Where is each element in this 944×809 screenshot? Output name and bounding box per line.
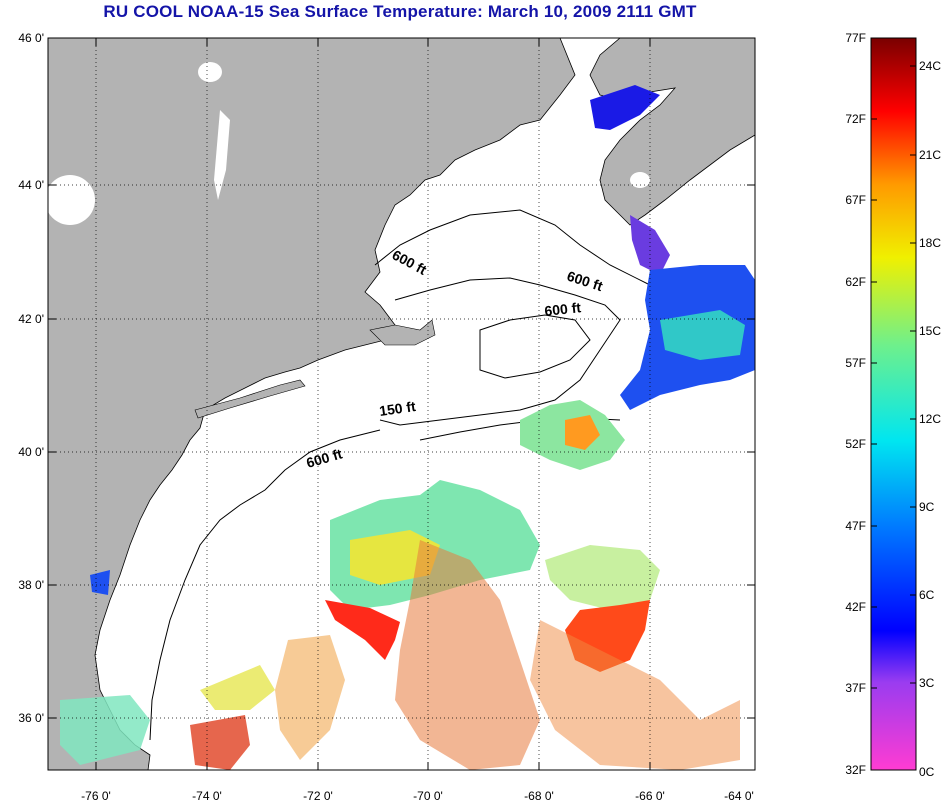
lat-tick-label: 38 0' bbox=[18, 578, 44, 592]
lat-tick-label: 46 0' bbox=[18, 31, 44, 45]
colorbar bbox=[870, 37, 917, 771]
colorbar-ticks bbox=[871, 65, 916, 689]
colorbar-c-label: 24C bbox=[919, 59, 941, 73]
contour-label: 150 ft bbox=[378, 398, 417, 419]
colorbar-f-label: 32F bbox=[845, 763, 866, 777]
lake bbox=[198, 62, 222, 82]
frame-ticks bbox=[48, 38, 755, 770]
sst-patch bbox=[660, 310, 745, 360]
sst-patch bbox=[190, 715, 250, 770]
colorbar-c-label: 6C bbox=[919, 588, 935, 602]
sst-patch bbox=[275, 635, 345, 760]
plot-frame bbox=[47, 37, 756, 771]
sst-patch bbox=[395, 540, 540, 770]
sst-patch bbox=[325, 600, 400, 660]
lake bbox=[630, 172, 650, 188]
sst-data bbox=[60, 85, 755, 770]
colorbar-f-label: 37F bbox=[845, 681, 866, 695]
colorbar-f-label: 52F bbox=[845, 437, 866, 451]
contour-label: 600 ft bbox=[544, 299, 582, 319]
lon-tick-label: -64 0' bbox=[724, 789, 754, 803]
lake bbox=[48, 175, 95, 225]
lon-tick-label: -68 0' bbox=[524, 789, 554, 803]
map-title: RU COOL NOAA-15 Sea Surface Temperature:… bbox=[103, 2, 697, 21]
sst-patch bbox=[590, 85, 660, 130]
sst-patch bbox=[630, 215, 670, 275]
lake bbox=[214, 110, 230, 200]
lat-tick-label: 42 0' bbox=[18, 312, 44, 326]
lon-tick-label: -70 0' bbox=[413, 789, 443, 803]
colorbar-c-label: 15C bbox=[919, 324, 941, 338]
land-us-east-coast bbox=[48, 38, 576, 770]
colorbar-c-label: 0C bbox=[919, 765, 935, 779]
colorbar-c-label: 12C bbox=[919, 412, 941, 426]
lat-tick-label: 40 0' bbox=[18, 445, 44, 459]
sst-patch bbox=[545, 545, 660, 610]
colorbar-f-label: 57F bbox=[845, 356, 866, 370]
colorbar-f-label: 77F bbox=[845, 31, 866, 45]
lon-tick-label: -76 0' bbox=[81, 789, 111, 803]
colorbar-c-label: 21C bbox=[919, 148, 941, 162]
colorbar-f-label: 47F bbox=[845, 519, 866, 533]
colorbar-c-label: 18C bbox=[919, 236, 941, 250]
lon-tick-label: -72 0' bbox=[303, 789, 333, 803]
lat-tick-label: 44 0' bbox=[18, 178, 44, 192]
sst-patch bbox=[90, 570, 110, 595]
lon-tick-label: -74 0' bbox=[192, 789, 222, 803]
colorbar-f-label: 67F bbox=[845, 193, 866, 207]
sst-patch bbox=[200, 665, 275, 710]
sst-patch bbox=[565, 415, 600, 450]
sst-patch bbox=[60, 695, 150, 765]
colorbar-f-label: 42F bbox=[845, 600, 866, 614]
lat-tick-label: 36 0' bbox=[18, 711, 44, 725]
land-cape-cod bbox=[369, 319, 436, 346]
colorbar-f-label: 72F bbox=[845, 112, 866, 126]
sst-patch bbox=[530, 620, 740, 770]
colorbar-f-label: 62F bbox=[845, 275, 866, 289]
lon-tick-label: -66 0' bbox=[635, 789, 665, 803]
colorbar-c-label: 9C bbox=[919, 500, 935, 514]
land-long-island bbox=[194, 379, 306, 419]
colorbar-c-label: 3C bbox=[919, 676, 935, 690]
